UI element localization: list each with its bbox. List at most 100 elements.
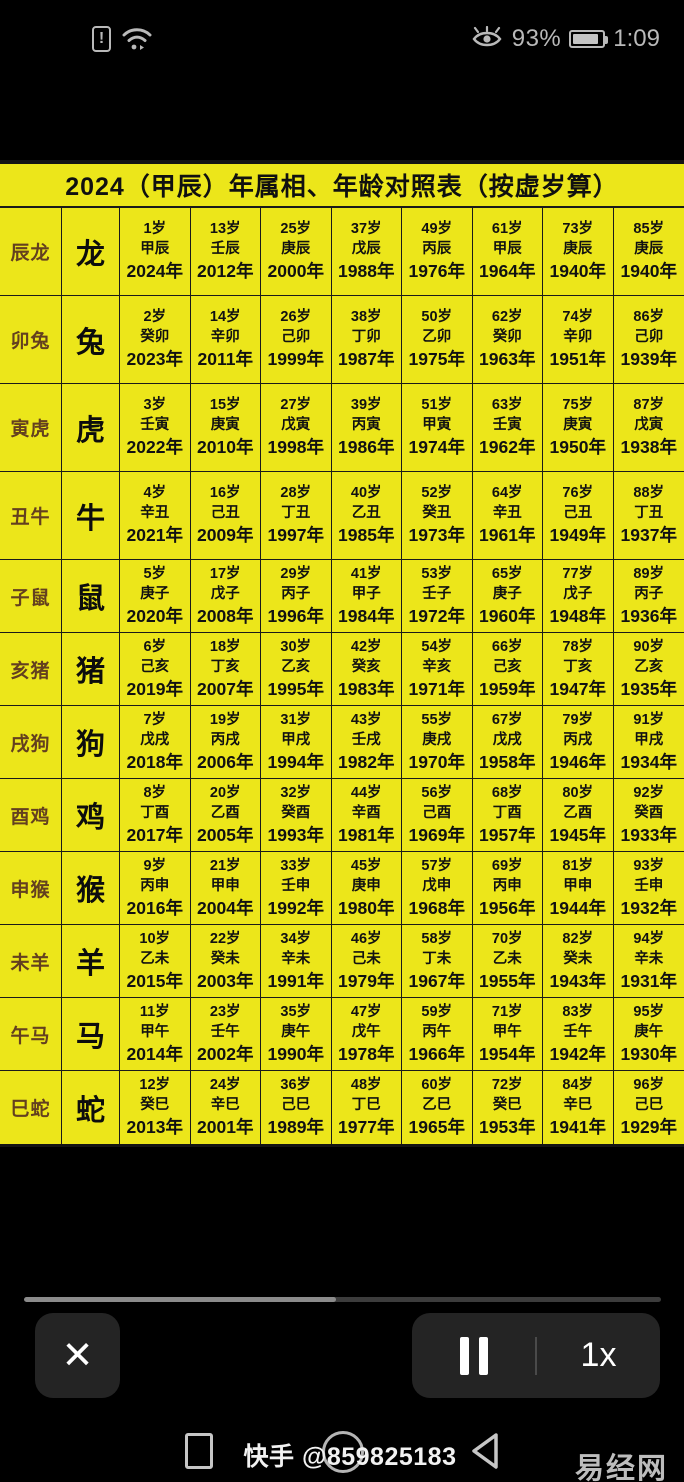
age-year-cell: 29岁 丙子 1996年 — [261, 560, 332, 633]
age-year-cell: 3岁 壬寅 2022年 — [120, 384, 191, 472]
age-year-cell: 33岁 壬申 1992年 — [261, 852, 332, 925]
age-year-cell: 18岁 丁亥 2007年 — [190, 633, 261, 706]
age-year-cell: 20岁 乙酉 2005年 — [190, 779, 261, 852]
branch-animal-cell: 卯兔 — [0, 296, 62, 384]
age-year-cell: 38岁 丁卯 1987年 — [331, 296, 402, 384]
age-year-cell: 12岁 癸巳 2013年 — [120, 1071, 191, 1144]
age-year-cell: 24岁 辛巳 2001年 — [191, 1071, 261, 1144]
age-year-cell: 81岁 甲申 1944年 — [543, 852, 614, 925]
age-year-cell: 66岁 己亥 1959年 — [472, 633, 543, 706]
age-year-cell: 15岁 庚寅 2010年 — [190, 384, 261, 472]
age-year-cell: 49岁 丙辰 1976年 — [402, 208, 473, 296]
age-year-cell: 39岁 丙寅 1986年 — [331, 384, 402, 472]
age-year-cell: 10岁 乙未 2015年 — [120, 925, 191, 998]
age-year-cell: 21岁 甲申 2004年 — [190, 852, 261, 925]
branch-animal-cell: 子鼠 — [0, 560, 62, 633]
age-year-cell: 89岁 丙子 1936年 — [613, 560, 684, 633]
video-progress-bar[interactable] — [24, 1297, 661, 1302]
recents-icon[interactable] — [185, 1433, 213, 1469]
age-year-cell: 53岁 壬子 1972年 — [402, 560, 473, 633]
age-year-cell: 11岁 甲午 2014年 — [120, 998, 191, 1071]
age-year-cell: 19岁 丙戌 2006年 — [190, 706, 261, 779]
table-title: 2024（甲辰）年属相、年龄对照表（按虚岁算） — [0, 164, 684, 208]
zodiac-table-body: 辰龙龙 1岁 甲辰 2024年 13岁 壬辰 2012年 25岁 庚辰 2000年 37岁 戊辰 198… — [0, 208, 684, 1144]
table-row: 酉鸡鸡 8岁 丁酉 2017年 20岁 乙酉 2005年 32岁 癸酉 1993年 44岁 辛酉 198… — [0, 779, 684, 852]
age-year-cell: 71岁 甲午 1954年 — [472, 998, 543, 1071]
age-year-cell: 84岁 辛巳 1941年 — [543, 1071, 614, 1144]
animal-cell: 虎 — [62, 384, 120, 472]
age-year-cell: 67岁 戊戌 1958年 — [472, 706, 543, 779]
sim-alert-icon: ! — [92, 26, 111, 52]
age-year-cell: 95岁 庚午 1930年 — [613, 998, 684, 1071]
branch-animal-cell: 巳蛇 — [0, 1071, 62, 1144]
age-year-cell: 92岁 癸酉 1933年 — [613, 779, 684, 852]
age-year-cell: 34岁 辛未 1991年 — [261, 925, 332, 998]
playback-speed-button[interactable]: 1x — [580, 1336, 617, 1374]
animal-cell: 鸡 — [62, 779, 120, 852]
age-year-cell: 75岁 庚寅 1950年 — [543, 384, 614, 472]
age-year-cell: 25岁 庚辰 2000年 — [261, 208, 332, 296]
pause-button[interactable] — [412, 1313, 535, 1398]
animal-cell: 马 — [62, 998, 120, 1071]
age-year-cell: 57岁 戊申 1968年 — [402, 852, 473, 925]
age-year-cell: 35岁 庚午 1990年 — [261, 998, 332, 1071]
back-icon[interactable] — [468, 1431, 502, 1471]
age-year-cell: 6岁 己亥 2019年 — [120, 633, 191, 706]
table-row: 午马马 11岁 甲午 2014年 23岁 壬午 2002年 35岁 庚午 1990年 47岁 戊午 19… — [0, 998, 684, 1071]
status-time: 1:09 — [613, 25, 660, 52]
zodiac-age-table: 2024（甲辰）年属相、年龄对照表（按虚岁算） 辰龙龙 1岁 甲辰 2024年 13岁壬… — [0, 160, 684, 1147]
age-year-cell: 7岁 戊戌 2018年 — [120, 706, 191, 779]
table-row: 未羊羊 10岁 乙未 2015年 22岁 癸未 2003年 34岁 辛未 1991年 46岁 己未 19… — [0, 925, 684, 998]
age-year-cell: 96岁 己巳 1929年 — [620, 1077, 677, 1138]
video-progress-fill — [24, 1297, 337, 1302]
age-year-cell: 36岁 己巳 1989年 — [261, 1071, 332, 1144]
eye-protection-icon — [472, 26, 502, 47]
table-row: 戌狗狗 7岁 戊戌 2018年 19岁 丙戌 2006年 31岁 甲戌 1994年 43岁 壬戌 198… — [0, 706, 684, 779]
animal-cell: 龙 — [62, 208, 120, 296]
age-year-cell: 46岁 己未 1979年 — [331, 925, 402, 998]
age-year-cell: 78岁 丁亥 1947年 — [543, 633, 614, 706]
age-year-cell: 62岁 癸卯 1963年 — [472, 296, 543, 384]
age-year-cell: 4岁 辛丑 2021年 — [120, 472, 191, 560]
age-year-cell: 82岁 癸未 1943年 — [543, 925, 614, 998]
age-year-cell: 31岁 甲戌 1994年 — [261, 706, 332, 779]
age-year-cell: 59岁 丙午 1966年 — [402, 998, 473, 1071]
branch-animal-cell: 寅虎 — [0, 384, 62, 472]
age-year-cell: 58岁 丁未 1967年 — [402, 925, 473, 998]
age-year-cell: 44岁 辛酉 1981年 — [331, 779, 402, 852]
table-row: 卯兔兔 2岁 癸卯 2023年 14岁 辛卯 2011年 26岁 己卯 1999年 38岁 丁卯 198… — [0, 296, 684, 384]
age-year-cell: 40岁 乙丑 1985年 — [331, 472, 402, 560]
age-year-cell: 93岁 壬申 1932年 — [613, 852, 684, 925]
age-year-cell: 17岁 戊子 2008年 — [190, 560, 261, 633]
age-year-cell: 9岁 丙申 2016年 — [120, 852, 191, 925]
home-icon[interactable] — [322, 1431, 364, 1473]
age-year-cell: 69岁 丙申 1956年 — [472, 852, 543, 925]
age-year-cell: 50岁 乙卯 1975年 — [402, 296, 473, 384]
age-year-cell: 76岁 己丑 1949年 — [543, 472, 614, 560]
age-year-cell: 32岁 癸酉 1993年 — [261, 779, 332, 852]
age-year-cell: 65岁 庚子 1960年 — [472, 560, 543, 633]
yijingwang-watermark: 易经网 — [574, 1453, 668, 1482]
age-year-cell: 1岁 甲辰 2024年 — [120, 208, 191, 296]
age-year-cell: 80岁 乙酉 1945年 — [543, 779, 614, 852]
age-year-cell: 42岁 癸亥 1983年 — [331, 633, 402, 706]
branch-animal-cell: 丑牛 — [0, 472, 62, 560]
age-year-cell: 83岁 壬午 1942年 — [543, 998, 614, 1071]
age-year-cell: 22岁 癸未 2003年 — [190, 925, 261, 998]
table-row: 辰龙龙 1岁 甲辰 2024年 13岁 壬辰 2012年 25岁 庚辰 2000年 37岁 戊辰 198… — [0, 208, 684, 296]
table-row: 寅虎虎 3岁 壬寅 2022年 15岁 庚寅 2010年 27岁 戊寅 1998年 39岁 丙寅 198… — [0, 384, 684, 472]
age-year-cell: 56岁 己酉 1969年 — [402, 779, 473, 852]
animal-cell: 羊 — [62, 925, 120, 998]
battery-percent: 93% — [511, 25, 562, 52]
age-year-cell: 8岁 丁酉 2017年 — [120, 779, 191, 852]
animal-cell: 兔 — [62, 296, 120, 384]
branch-animal-cell: 午马 — [0, 998, 62, 1071]
age-year-cell: 61岁 甲辰 1964年 — [472, 208, 543, 296]
age-year-cell: 68岁 丁酉 1957年 — [472, 779, 543, 852]
age-year-cell: 13岁 壬辰 2012年 — [190, 208, 261, 296]
age-year-cell: 23岁 壬午 2002年 — [190, 998, 261, 1071]
close-button[interactable]: ✕ — [35, 1313, 120, 1398]
age-year-cell: 85岁 庚辰 1940年 — [613, 208, 684, 296]
age-year-cell: 94岁 辛未 1931年 — [613, 925, 684, 998]
